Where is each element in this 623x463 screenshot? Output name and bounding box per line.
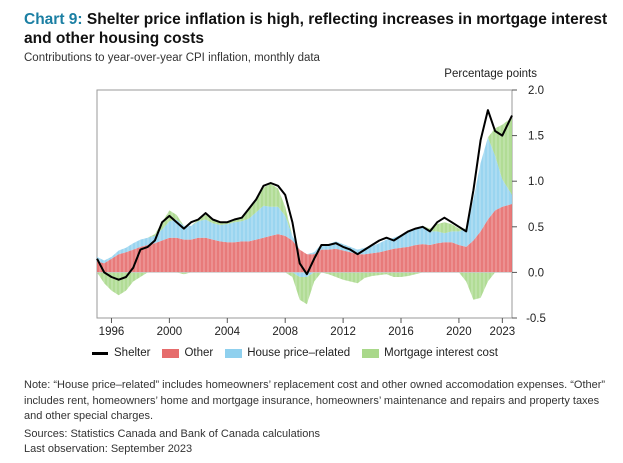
- legend-item-mortgage: Mortgage interest cost: [362, 347, 498, 359]
- x-tick-label: 2012: [330, 326, 356, 338]
- area-other: [97, 204, 512, 273]
- y-tick-label: 0.5: [528, 222, 544, 234]
- area-house-price-related: [97, 137, 512, 264]
- y-axis-title: Percentage points: [444, 68, 537, 80]
- y-tick-label: -0.5: [526, 313, 546, 325]
- chart-title-text: Shelter price inflation is high, reflect…: [24, 11, 608, 47]
- x-tick-label: 1996: [99, 326, 125, 338]
- legend-label-mortgage: Mortgage interest cost: [384, 347, 498, 359]
- last-observation-text: Last observation: September 2023: [24, 443, 193, 455]
- x-tick-label: 2008: [272, 326, 298, 338]
- legend-label-shelter: Shelter: [114, 347, 151, 359]
- area-mortgage-interest-negative: [97, 272, 512, 305]
- y-tick-label: 1.0: [528, 176, 544, 188]
- legend-item-house-price: House price–related: [225, 347, 350, 359]
- legend-label-house-price: House price–related: [247, 347, 351, 359]
- x-tick-label: 2004: [214, 326, 240, 338]
- chart-notes: Note: “House price–related” includes hom…: [24, 378, 609, 458]
- y-tick-label: 1.5: [528, 131, 544, 143]
- area-house-price-related-negative: [97, 272, 512, 277]
- chart-number: Chart 9:: [24, 11, 83, 28]
- chart-subtitle: Contributions to year-over-year CPI infl…: [24, 52, 320, 64]
- legend: Shelter Other House price–related Mortga…: [92, 347, 510, 359]
- sources-text: Sources: Statistics Canada and Bank of C…: [24, 427, 320, 440]
- chart-svg: 2.0 1.5 1.0 0.5 0.0 -0.5 Percentage points 1996…: [96, 68, 546, 338]
- legend-item-shelter: Shelter: [92, 347, 150, 359]
- legend-item-other: Other: [162, 347, 213, 359]
- chart-title: Chart 9: Shelter price inflation is high…: [24, 10, 614, 48]
- legend-label-other: Other: [184, 347, 214, 359]
- x-tick-label: 2020: [446, 326, 472, 338]
- legend-swatch-mortgage: [362, 348, 380, 358]
- legend-swatch-shelter: [92, 351, 108, 355]
- legend-swatch-house-price: [225, 348, 243, 358]
- series-line-shelter: [96, 109, 513, 281]
- y-tick-label: 0.0: [528, 267, 544, 279]
- legend-swatch-other: [162, 348, 180, 358]
- note-text: Note: “House price–related” includes hom…: [24, 379, 606, 422]
- x-tick-label: 2016: [388, 326, 414, 338]
- x-tick-label: 2000: [157, 326, 183, 338]
- x-tick-label: 2023: [490, 326, 516, 338]
- y-tick-label: 2.0: [528, 85, 544, 97]
